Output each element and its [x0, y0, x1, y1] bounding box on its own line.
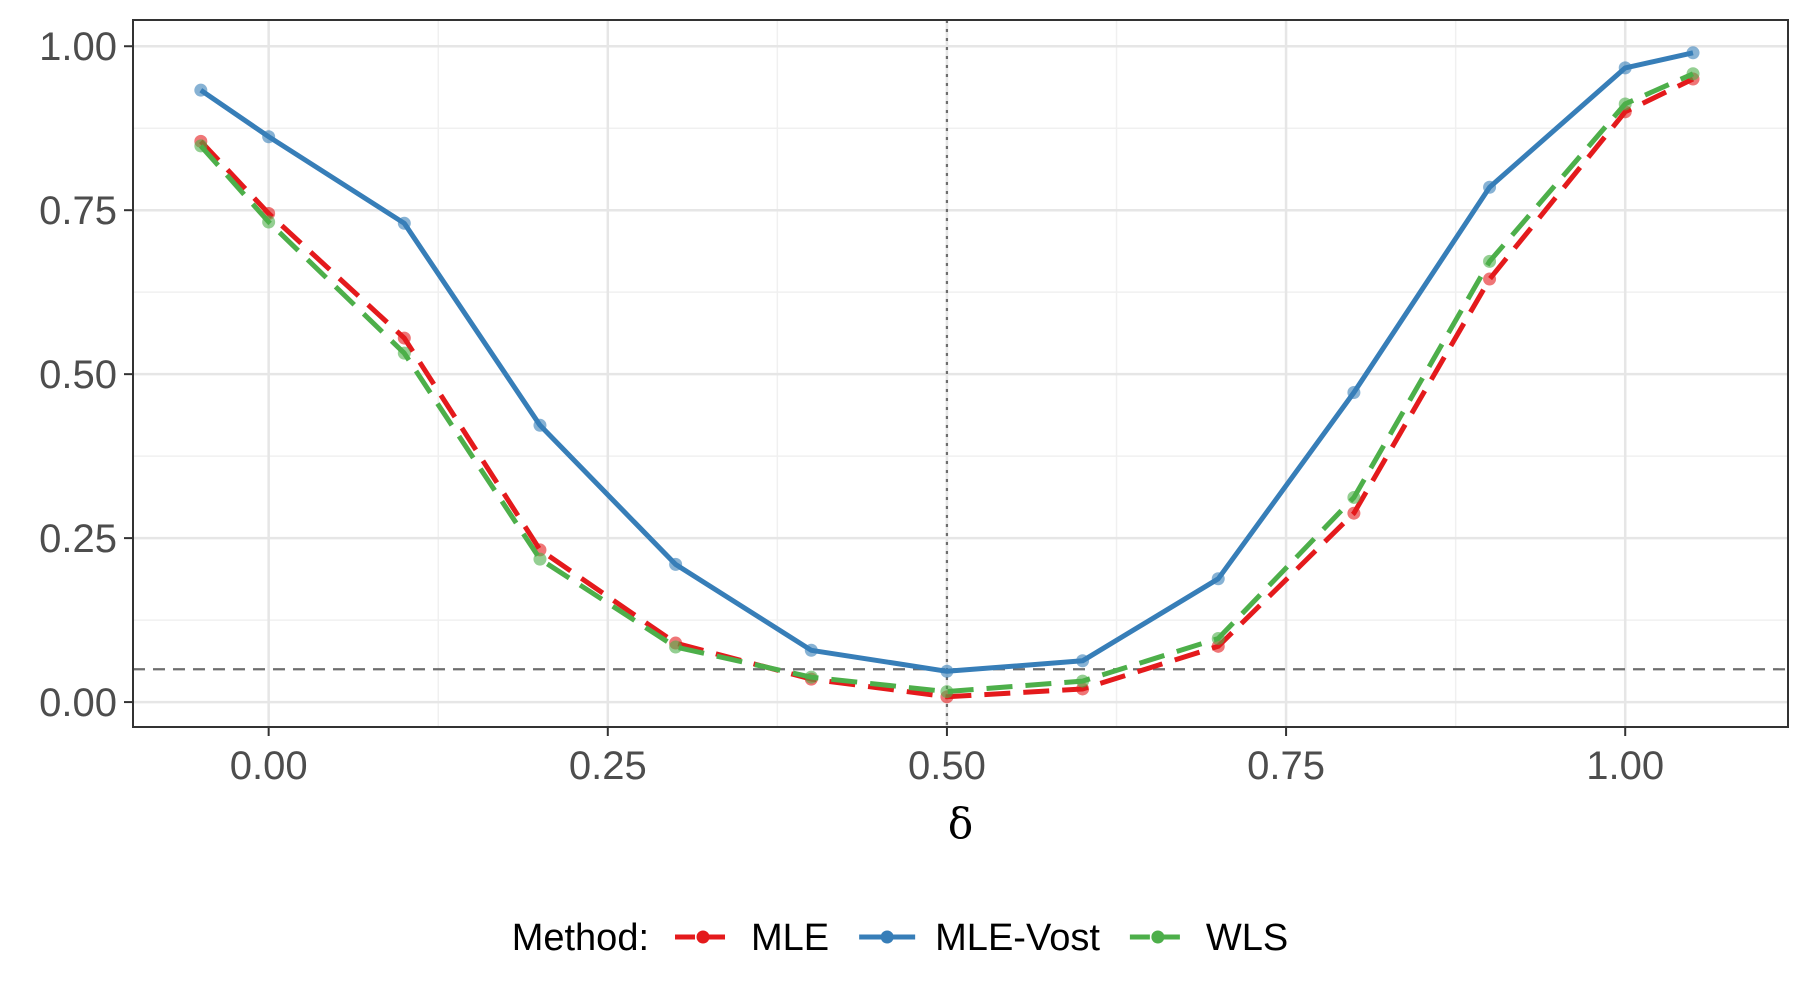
data-point-wls [194, 139, 208, 153]
data-point-wls [669, 640, 683, 654]
data-point-mle-vost [940, 664, 954, 678]
legend-key-point [1151, 930, 1165, 944]
legend-key-mle [675, 930, 732, 944]
y-tick-label: 0.25 [39, 517, 117, 561]
series-group [194, 46, 1700, 704]
data-point-mle-vost [804, 643, 818, 657]
data-point-mle-vost [1618, 61, 1632, 75]
data-point-wls [1618, 97, 1632, 111]
data-point-wls [1076, 674, 1090, 688]
data-point-mle [1347, 506, 1361, 520]
data-point-mle-vost [397, 216, 411, 230]
legend-key-wls [1129, 930, 1186, 944]
data-point-wls [1686, 67, 1700, 81]
data-point-wls [940, 685, 954, 699]
series-mle-vost [194, 46, 1700, 678]
legend: Method: MLE MLE-Vost WLS [512, 917, 1289, 959]
data-point-mle [397, 331, 411, 345]
data-point-mle-vost [533, 418, 547, 432]
legend-key-point [880, 930, 894, 944]
data-point-mle-vost [1686, 46, 1700, 60]
x-tick-label: 0.00 [230, 744, 308, 788]
data-point-mle-vost [669, 557, 683, 571]
legend-label-wls: WLS [1206, 917, 1288, 959]
y-tick-label: 0.50 [39, 353, 117, 397]
x-tick-label: 1.00 [1586, 744, 1664, 788]
legend-key-mle-vost [859, 930, 916, 944]
y-tick-label: 0.00 [39, 681, 117, 725]
data-point-mle-vost [194, 83, 208, 97]
x-tick-label: 0.50 [908, 744, 986, 788]
legend-label-mle-vost: MLE-Vost [935, 917, 1100, 959]
axes: 0.00 0.25 0.50 0.75 1.00 0.00 0.25 0.50 0.75 1.00 [39, 25, 1664, 788]
data-point-mle-vost [1211, 572, 1225, 586]
data-point-wls [533, 552, 547, 566]
data-point-wls [1211, 631, 1225, 645]
data-point-mle-vost [1347, 386, 1361, 400]
data-point-mle-vost [262, 130, 276, 144]
y-tick-label: 1.00 [39, 25, 117, 69]
legend-key-point [696, 930, 710, 944]
x-tick-label: 0.25 [569, 744, 647, 788]
x-tick-label: 0.75 [1247, 744, 1325, 788]
data-point-wls [1347, 490, 1361, 504]
legend-title: Method: [512, 917, 649, 959]
x-axis-title: δ [948, 799, 973, 848]
data-point-wls [397, 346, 411, 360]
grid-lines [133, 20, 1788, 727]
data-point-wls [1483, 254, 1497, 268]
data-point-wls [262, 215, 276, 229]
y-tick-label: 0.75 [39, 189, 117, 233]
series-wls [194, 67, 1700, 699]
data-point-mle-vost [1483, 180, 1497, 194]
data-point-mle-vost [1076, 654, 1090, 668]
data-point-mle [1483, 272, 1497, 286]
data-point-wls [804, 670, 818, 684]
legend-label-mle: MLE [751, 917, 829, 959]
